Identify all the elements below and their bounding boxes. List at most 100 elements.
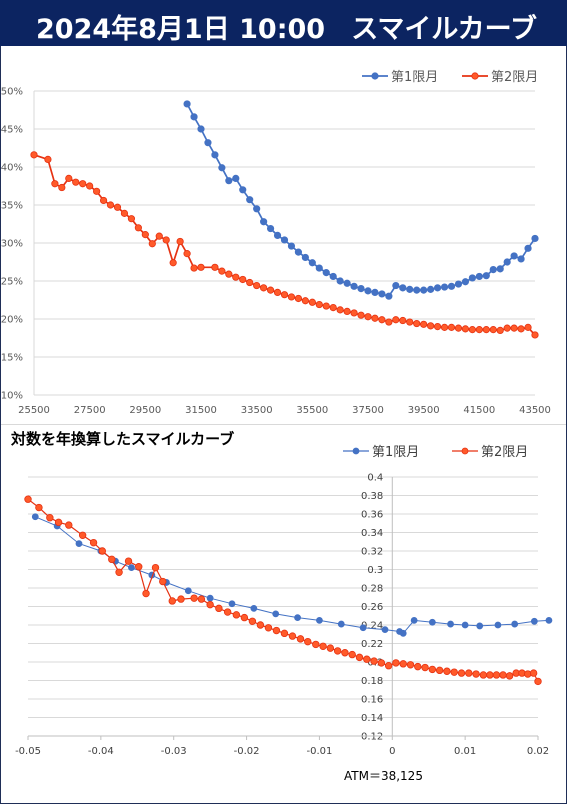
data-point	[204, 139, 212, 147]
data-point	[190, 113, 198, 121]
data-point	[392, 281, 400, 290]
data-point	[531, 234, 539, 243]
data-point	[246, 278, 254, 287]
data-point	[364, 287, 372, 295]
data-point	[108, 555, 116, 564]
data-point	[183, 100, 191, 108]
data-point	[31, 513, 39, 521]
data-point	[155, 232, 163, 240]
data-point	[287, 242, 296, 250]
data-point	[294, 614, 301, 622]
data-point	[475, 272, 483, 281]
data-point	[211, 263, 219, 271]
data-point	[355, 653, 364, 662]
data-point	[319, 642, 327, 650]
y-tick-label: 20%	[1, 315, 23, 326]
data-point	[461, 621, 469, 629]
legend-label: 第2限月	[491, 70, 538, 85]
data-point	[120, 209, 129, 217]
data-point	[385, 292, 393, 300]
data-point	[326, 644, 335, 652]
smile-curve-chart: 10% 15% 20% 25% 30% 35% 40% 45% 50% 25500 27500 295…	[1, 70, 551, 416]
data-point	[264, 624, 273, 632]
data-point	[468, 274, 476, 282]
data-point	[447, 620, 454, 628]
data-point	[197, 125, 205, 133]
x-tick-label: 31500	[185, 405, 217, 416]
data-point	[517, 255, 525, 263]
data-point	[503, 258, 511, 266]
data-point	[329, 303, 337, 312]
data-point	[524, 244, 532, 252]
data-point	[494, 621, 502, 629]
data-point	[99, 196, 108, 205]
data-point	[322, 269, 330, 277]
data-point	[159, 577, 167, 586]
data-point	[169, 259, 177, 267]
data-point	[232, 273, 240, 281]
data-point	[260, 218, 268, 226]
data-point	[461, 325, 470, 333]
data-point	[197, 263, 205, 271]
data-point	[46, 513, 54, 522]
data-point	[272, 626, 281, 635]
data-point	[420, 286, 428, 294]
data-point	[545, 616, 553, 624]
data-point	[51, 180, 59, 188]
data-point	[24, 495, 32, 503]
data-point	[468, 326, 476, 334]
y-tick-label: 0.32	[361, 547, 383, 558]
data-point	[472, 670, 480, 678]
data-point	[433, 284, 442, 292]
data-point	[524, 323, 532, 331]
data-point	[30, 151, 38, 159]
data-point	[461, 278, 470, 286]
data-point	[399, 316, 407, 325]
data-point	[517, 325, 525, 333]
data-point	[427, 322, 435, 330]
data-point	[454, 324, 463, 332]
data-point	[505, 672, 514, 680]
log-annualized-smile-chart: 0.120.140.160.180.20.220.240.260.280.30.…	[15, 445, 553, 757]
data-point	[440, 283, 449, 291]
data-point	[288, 632, 297, 640]
data-point	[447, 323, 456, 331]
data-point	[256, 621, 265, 629]
x-tick-label: -0.05	[15, 746, 41, 757]
data-point	[413, 319, 421, 328]
y-tick-label: 0.4	[367, 473, 383, 484]
data-point	[58, 183, 66, 192]
x-tick-label: 0.02	[527, 746, 549, 757]
data-point	[476, 622, 484, 630]
data-point	[190, 594, 198, 602]
x-tick-label: -0.03	[161, 746, 187, 757]
data-point	[86, 182, 94, 190]
data-point	[253, 281, 261, 290]
y-tick-label: 30%	[1, 239, 23, 250]
data-point	[142, 589, 150, 598]
data-point	[336, 277, 344, 285]
data-point	[435, 666, 444, 675]
data-point	[135, 563, 143, 571]
x-tick-label: 33500	[241, 405, 273, 416]
data-point	[329, 272, 337, 281]
y-tick-label: 35%	[1, 201, 23, 212]
data-point	[322, 302, 330, 310]
y-tick-label: 0.12	[361, 732, 383, 743]
data-point	[450, 668, 458, 676]
data-point	[240, 613, 249, 622]
data-point	[333, 647, 342, 655]
y-tick-label: 10%	[1, 391, 23, 402]
data-point	[370, 657, 378, 665]
data-point	[296, 635, 305, 643]
data-point	[316, 616, 323, 624]
data-point	[457, 669, 466, 677]
data-point	[272, 610, 280, 618]
x-tick-label: -0.01	[306, 746, 332, 757]
x-tick-label: 39500	[408, 405, 440, 416]
y-tick-label: 0.3	[367, 565, 383, 576]
data-point	[253, 205, 261, 213]
data-point	[176, 237, 184, 246]
data-point	[232, 611, 241, 619]
data-point	[78, 531, 87, 539]
